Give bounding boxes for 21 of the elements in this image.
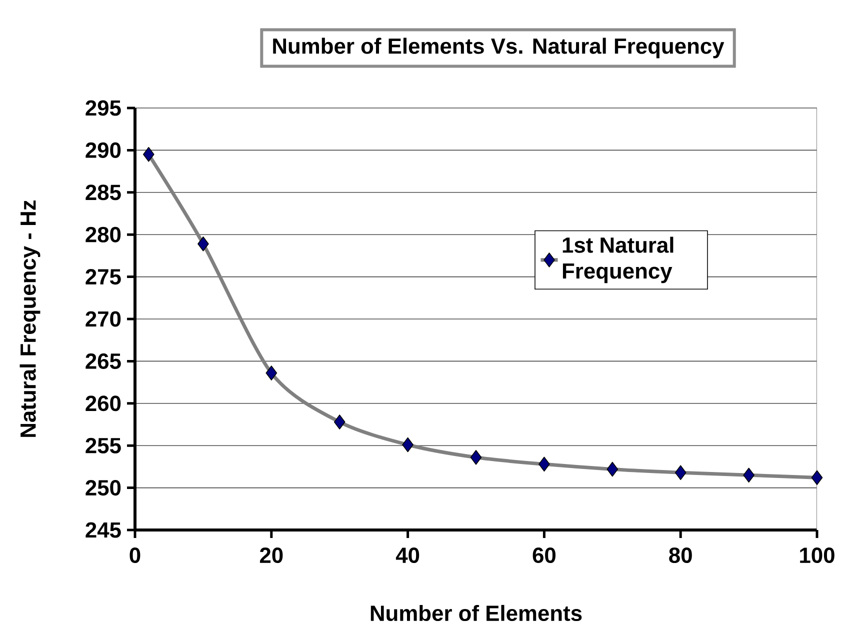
x-tick-label: 20: [260, 548, 283, 564]
y-tick-label: 285: [86, 184, 121, 200]
legend-label: 1st Natural Frequency: [562, 236, 674, 284]
y-axis-title: Natural Frequency - Hz: [20, 200, 40, 437]
y-tick-label: 290: [86, 142, 121, 158]
y-tick-label: 270: [86, 311, 121, 327]
y-tick-label: 265: [86, 353, 121, 369]
x-tick-label: 100: [800, 548, 834, 564]
y-tick-label: 295: [86, 100, 121, 116]
x-tick-label: 40: [396, 548, 420, 564]
y-tick-label: 280: [86, 226, 121, 242]
y-tick-label: 275: [86, 269, 121, 285]
x-tick-label: 0: [130, 548, 140, 564]
y-tick-label: 245: [86, 522, 121, 538]
x-tick-label: 60: [532, 548, 556, 564]
y-tick-label: 260: [86, 396, 121, 412]
y-tick-label: 255: [86, 438, 121, 454]
x-axis-title: Number of Elements: [370, 604, 582, 622]
x-tick-label: 80: [669, 548, 692, 564]
chart-title: Number of Elements Vs. Natural Frequency: [273, 38, 724, 58]
y-tick-label: 250: [86, 480, 121, 496]
